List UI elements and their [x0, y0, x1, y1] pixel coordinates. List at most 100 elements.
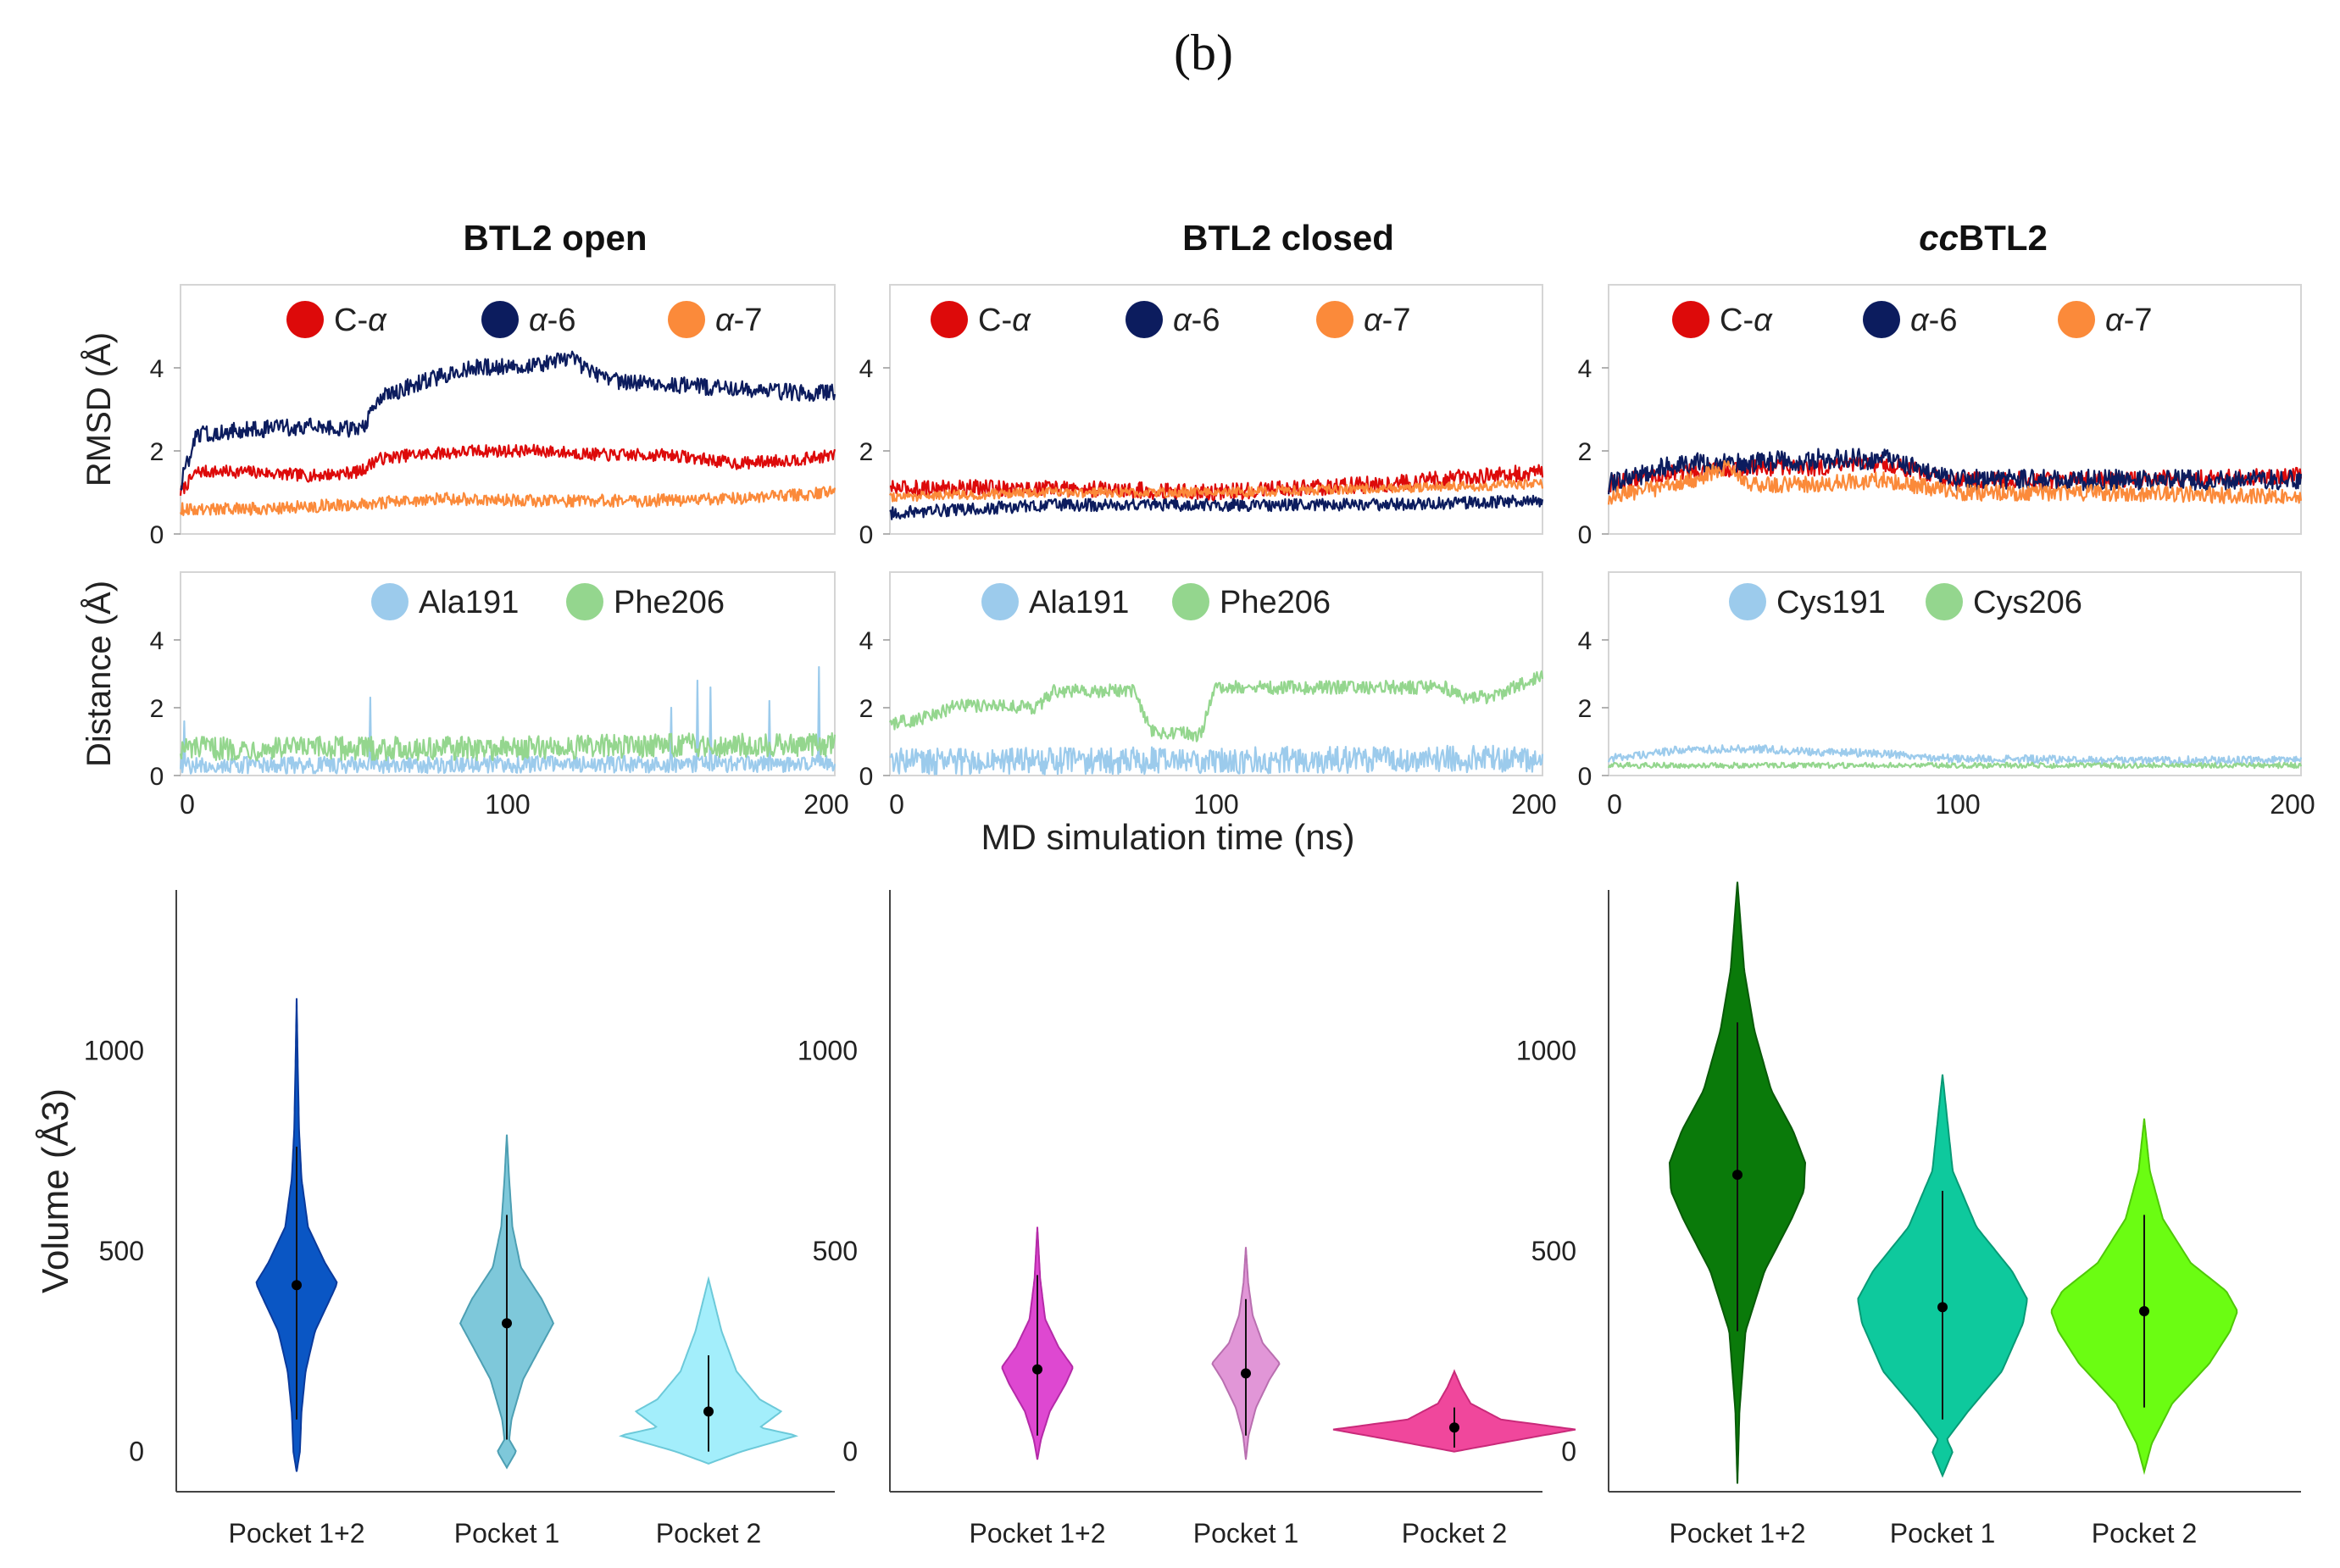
y-tick-label: 4	[150, 355, 164, 383]
series-line-Phe206	[889, 670, 1544, 742]
violin-median	[292, 1280, 302, 1291]
series-line-Ala191	[889, 744, 1544, 776]
legend-marker	[481, 301, 519, 338]
violin-category-label: Pocket 2	[2092, 1518, 2198, 1549]
violin-median	[1732, 1170, 1742, 1181]
legend-marker	[668, 301, 705, 338]
legend-marker	[1926, 583, 1963, 620]
y-tick-label: 2	[1578, 438, 1592, 466]
violin-median	[2139, 1306, 2149, 1316]
violin-median	[1449, 1422, 1459, 1433]
chart-btl2-closed: BTL2 closed 0 2 4 C-α α-6 α-7 0 2 4 0 100 200 Ala191 P…	[798, 218, 1576, 1549]
legend-marker	[371, 583, 409, 620]
y-tick-label: 2	[859, 438, 874, 466]
series-line-7	[180, 485, 837, 516]
violin-y-tick-label: 0	[1561, 1437, 1576, 1467]
violin-y-tick-label: 1000	[1516, 1035, 1576, 1065]
y-tick-label: 0	[859, 763, 874, 791]
legend-marker	[1863, 301, 1900, 338]
distance-frame	[1608, 571, 2302, 776]
y-tick-label: 4	[1578, 627, 1592, 655]
figure-label: (b)	[1174, 25, 1233, 81]
series-line-C	[179, 443, 837, 496]
chart-title: ccBTL2	[1919, 218, 2048, 258]
y-tick-label: 2	[1578, 695, 1592, 723]
series-line-Ala191	[179, 665, 837, 775]
legend-label: Phe206	[614, 585, 725, 620]
y-tick-label: 2	[150, 438, 164, 466]
legend-label: Ala191	[1029, 585, 1129, 620]
violin-y-tick-label: 0	[129, 1437, 144, 1467]
violin-y-tick-label: 0	[842, 1437, 858, 1467]
rmsd-frame	[1608, 284, 2302, 535]
violin-category-label: Pocket 1	[1890, 1518, 1996, 1549]
y-tick-label: 4	[859, 627, 874, 655]
x-tick-label: 100	[485, 789, 530, 820]
legend-label: Ala191	[419, 585, 519, 620]
x-tick-label: 200	[803, 789, 848, 820]
x-tick-label: 0	[180, 789, 195, 820]
legend-label: α-6	[1173, 303, 1220, 338]
distance-panel: 0 2 4 0 100 200 Ala191 Phe206	[859, 571, 1557, 820]
violin-median	[1241, 1368, 1251, 1379]
chart-btl2-open: BTL2 open 0 2 4 RMSD (Å) C-α α-6 α-7 0 2 4 0 100 200 D…	[35, 218, 849, 1549]
series-line-6	[889, 494, 1544, 520]
legend-marker	[566, 583, 603, 620]
y-tick-label: 0	[859, 521, 874, 549]
x-tick-label: 100	[1193, 789, 1238, 820]
violin-median	[703, 1406, 714, 1417]
legend-marker	[1672, 301, 1709, 338]
violin-panel: 0 500 1000 Pocket 1+2 Pocket 1 Pocket 2	[798, 890, 1576, 1549]
violin-category-label: Pocket 1+2	[229, 1518, 365, 1549]
legend-marker	[2058, 301, 2095, 338]
series-line-6	[180, 350, 837, 491]
violin-median	[1032, 1364, 1042, 1375]
y-tick-label: 2	[859, 695, 874, 723]
legend-label: α-6	[1910, 303, 1957, 338]
series-line-7	[1607, 459, 2303, 505]
y-tick-label: 0	[1578, 763, 1592, 791]
x-tick-label: 100	[1935, 789, 1980, 820]
x-tick-label: 0	[1607, 789, 1622, 820]
violin-y-tick-label: 500	[1531, 1236, 1576, 1266]
violin-panel: 0 500 1000 Volume (Å3) Pocket 1+2 Pocket 1 Poc…	[35, 890, 835, 1549]
legend-label: α-7	[2105, 303, 2152, 338]
violin-panel: 0 500 1000 Pocket 1+2 Pocket 1 Pocket 2	[1516, 881, 2301, 1549]
violin-category-label: Pocket 1+2	[970, 1518, 1106, 1549]
y-tick-label: 4	[150, 627, 164, 655]
distance-frame	[180, 571, 836, 776]
rmsd-ylabel: RMSD (Å)	[80, 332, 118, 487]
rmsd-panel: 0 2 4 RMSD (Å) C-α α-6 α-7	[80, 284, 837, 549]
violin-median	[1937, 1302, 1948, 1313]
violin-category-label: Pocket 2	[1402, 1518, 1508, 1549]
shared-xlabel: MD simulation time (ns)	[981, 817, 1354, 857]
y-tick-label: 0	[1578, 521, 1592, 549]
x-tick-label: 0	[889, 789, 904, 820]
x-tick-label: 200	[1511, 789, 1556, 820]
legend-label: C-α	[978, 303, 1031, 338]
x-tick-label: 200	[2270, 789, 2315, 820]
rmsd-frame	[889, 284, 1543, 535]
violin-category-label: Pocket 1	[1193, 1518, 1299, 1549]
series-line-7	[889, 478, 1544, 503]
distance-panel: 0 2 4 0 100 200 Cys191 Cys206	[1578, 571, 2315, 820]
legend-label: C-α	[1720, 303, 1773, 338]
legend-marker	[1126, 301, 1163, 338]
legend-marker	[1172, 583, 1209, 620]
legend-label: C-α	[334, 303, 387, 338]
y-tick-label: 4	[1578, 355, 1592, 383]
y-tick-label: 0	[150, 763, 164, 791]
legend-label: α-7	[715, 303, 762, 338]
chart-title: BTL2 closed	[1182, 218, 1394, 258]
violin-y-tick-label: 1000	[798, 1035, 858, 1065]
legend-label: α-6	[529, 303, 575, 338]
chart-title: BTL2 open	[464, 218, 648, 258]
legend-label: Phe206	[1220, 585, 1331, 620]
legend-marker	[981, 583, 1019, 620]
legend-label: Cys191	[1776, 585, 1886, 620]
y-tick-label: 2	[150, 695, 164, 723]
rmsd-panel: 0 2 4 C-α α-6 α-7	[859, 284, 1544, 549]
distance-ylabel: Distance (Å)	[80, 581, 118, 767]
series-line-6	[1607, 448, 2303, 495]
